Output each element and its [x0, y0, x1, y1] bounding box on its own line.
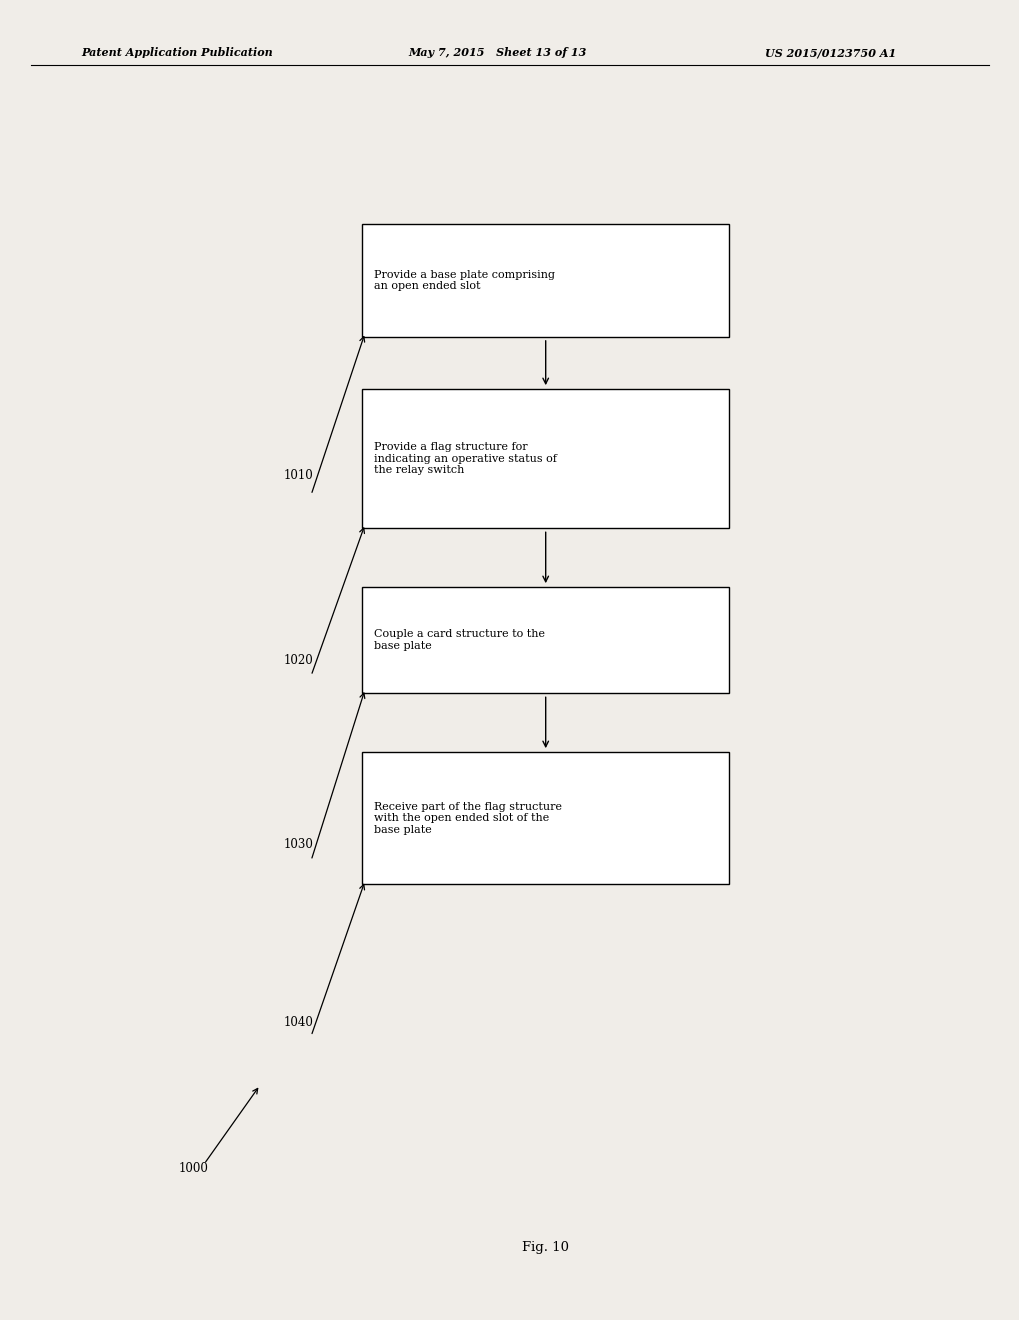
Text: Couple a card structure to the
base plate: Couple a card structure to the base plat…	[374, 630, 545, 651]
Bar	[362, 389, 729, 528]
Bar	[362, 224, 729, 337]
Text: 1010: 1010	[283, 469, 313, 482]
Text: 1040: 1040	[283, 1016, 313, 1030]
Text: Patent Application Publication: Patent Application Publication	[82, 48, 273, 58]
Text: May 7, 2015   Sheet 13 of 13: May 7, 2015 Sheet 13 of 13	[408, 48, 586, 58]
Bar	[362, 752, 729, 884]
Text: Provide a flag structure for
indicating an operative status of
the relay switch: Provide a flag structure for indicating …	[374, 442, 556, 475]
Text: Receive part of the flag structure
with the open ended slot of the
base plate: Receive part of the flag structure with …	[374, 801, 561, 836]
Text: 1000: 1000	[178, 1162, 208, 1175]
Bar	[362, 587, 729, 693]
Text: 1030: 1030	[283, 838, 313, 851]
Text: 1020: 1020	[283, 653, 313, 667]
Text: Provide a base plate comprising
an open ended slot: Provide a base plate comprising an open …	[374, 269, 554, 292]
Text: US 2015/0123750 A1: US 2015/0123750 A1	[764, 48, 896, 58]
Text: Fig. 10: Fig. 10	[522, 1241, 569, 1254]
